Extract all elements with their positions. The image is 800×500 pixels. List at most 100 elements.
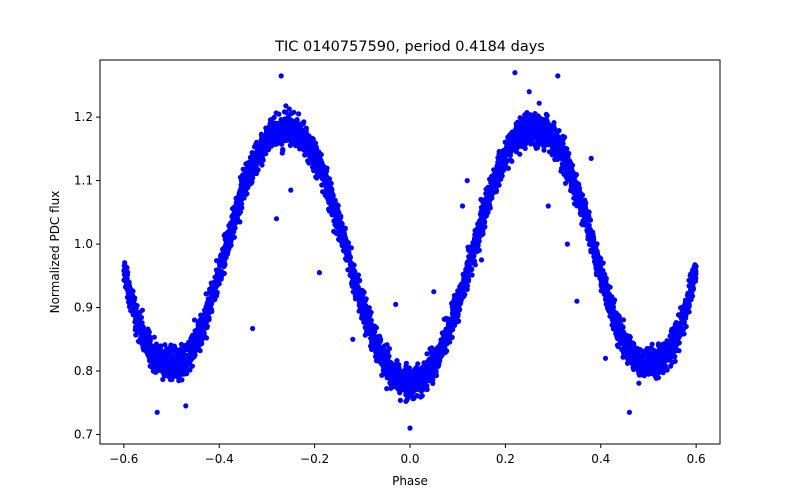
data-point: [397, 390, 403, 396]
data-point: [273, 110, 279, 116]
data-point: [491, 167, 497, 173]
data-point: [447, 335, 453, 341]
data-point: [614, 342, 621, 348]
data-point: [672, 321, 678, 327]
data-point: [353, 285, 359, 291]
data-point: [506, 135, 512, 141]
data-point: [454, 293, 460, 299]
data-point: [392, 362, 398, 368]
data-point: [193, 340, 200, 346]
data-point: [462, 291, 468, 297]
data-point: [587, 231, 593, 237]
data-point: [216, 260, 223, 266]
data-point: [675, 312, 682, 318]
data-point: [524, 110, 530, 116]
data-point: [283, 103, 289, 109]
data-point: [302, 152, 308, 158]
data-point: [668, 363, 674, 369]
data-point: [332, 197, 338, 203]
data-point: [306, 153, 312, 159]
data-point: [504, 151, 510, 158]
data-point: [121, 263, 127, 269]
data-point: [195, 335, 201, 341]
data-point: [405, 365, 411, 371]
data-point: [531, 133, 537, 139]
data-point: [526, 130, 532, 137]
data-point: [562, 148, 569, 154]
data-point: [238, 198, 244, 204]
data-point: [280, 132, 287, 138]
data-point: [404, 369, 410, 375]
data-point: [537, 115, 543, 121]
data-point: [435, 359, 442, 365]
data-point: [475, 243, 481, 249]
data-point: [161, 350, 167, 356]
data-point: [524, 138, 530, 144]
data-point: [252, 167, 258, 174]
data-point: [229, 229, 235, 235]
data-point: [661, 358, 667, 365]
data-point: [284, 136, 290, 142]
data-point: [238, 191, 244, 197]
data-point: [311, 145, 317, 151]
data-point: [348, 245, 354, 251]
data-point: [669, 331, 675, 337]
data-point: [162, 342, 168, 348]
data-point: [616, 313, 622, 319]
data-point: [362, 324, 368, 331]
data-point: [671, 345, 677, 351]
data-point: [293, 142, 299, 148]
data-point: [533, 145, 539, 151]
data-point: [620, 317, 627, 323]
data-point: [361, 289, 367, 295]
data-point: [522, 131, 528, 137]
data-point: [428, 350, 434, 356]
data-point: [388, 385, 394, 391]
data-points: [121, 70, 699, 431]
data-point: [373, 344, 379, 350]
data-point: [189, 363, 195, 369]
data-point: [592, 255, 598, 262]
data-point: [688, 280, 694, 286]
data-point: [503, 159, 509, 165]
data-point: [249, 150, 255, 156]
data-point: [531, 122, 538, 128]
data-point: [194, 343, 200, 350]
data-point: [602, 277, 609, 283]
data-point: [543, 117, 550, 123]
data-point: [286, 106, 292, 112]
data-point: [328, 185, 334, 191]
data-point: [520, 116, 526, 122]
data-point: [211, 286, 217, 292]
data-point: [561, 171, 567, 177]
data-point: [455, 288, 461, 294]
data-point: [384, 386, 390, 392]
data-point: [636, 380, 642, 386]
data-point: [228, 225, 234, 231]
data-point: [477, 211, 483, 217]
data-point: [590, 234, 597, 240]
data-point: [280, 146, 286, 152]
data-point: [447, 339, 453, 345]
data-point: [548, 131, 554, 137]
data-point: [522, 126, 528, 132]
data-point: [263, 151, 269, 157]
data-point: [252, 144, 258, 150]
data-point: [203, 291, 209, 297]
data-point: [623, 354, 629, 360]
data-point: [690, 285, 696, 291]
data-point: [136, 320, 142, 326]
data-point: [441, 336, 447, 342]
data-point: [348, 272, 354, 278]
data-point: [410, 396, 416, 402]
data-point: [394, 358, 400, 364]
data-point: [198, 339, 204, 345]
data-point: [605, 285, 611, 291]
data-point: [198, 312, 204, 318]
data-point: [528, 141, 534, 147]
data-point: [409, 375, 415, 381]
data-point: [370, 323, 376, 329]
data-point: [131, 306, 137, 312]
data-point: [188, 336, 194, 342]
